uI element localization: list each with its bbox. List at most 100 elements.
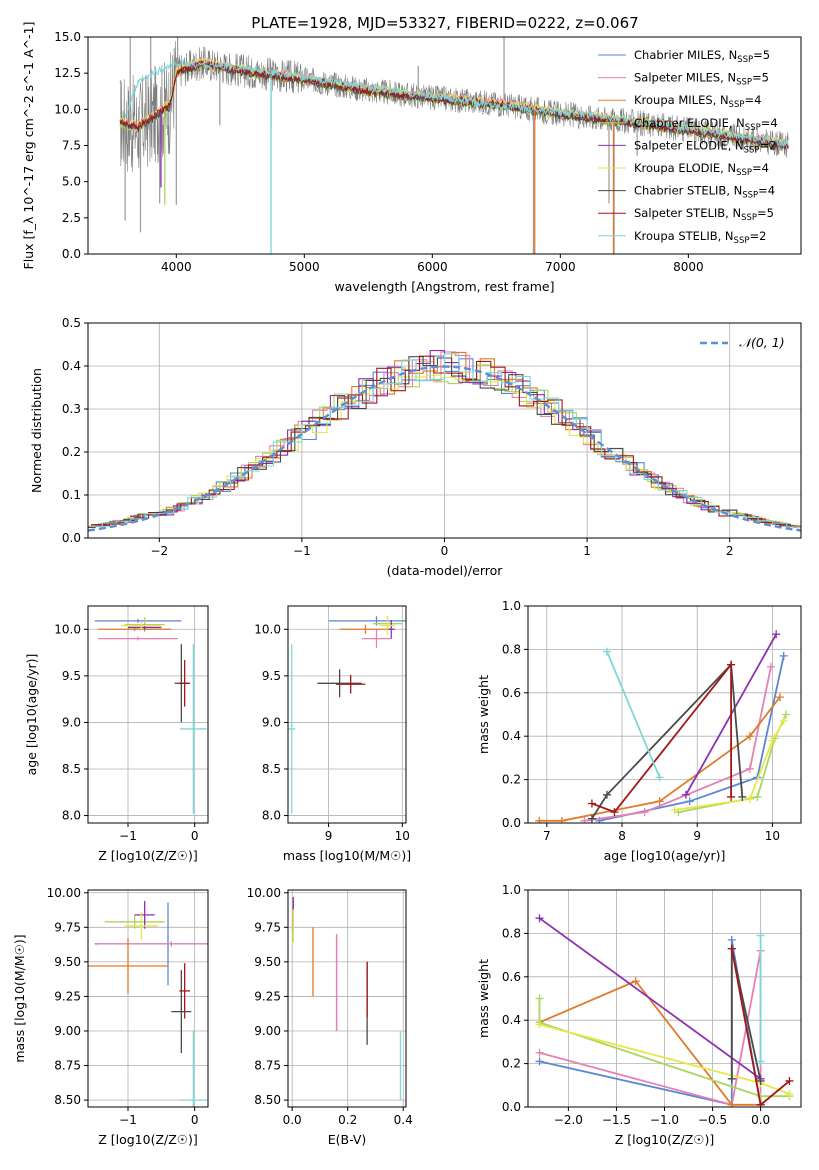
data-point-marker <box>587 814 596 823</box>
x-axis-label: Z [log10(Z/Z☉)] <box>615 1132 715 1147</box>
legend-label-name: Chabrier ELODIE, N <box>634 116 745 130</box>
x-tick-label: 0.2 <box>338 1113 357 1127</box>
errorbar-point <box>94 619 182 623</box>
x-tick-label: −1 <box>293 544 311 558</box>
x-axis-label: wavelength [Angstrom, rest frame] <box>334 279 554 294</box>
panel-massweight_vs_age: 7 8 9 10 0.0 0.2 0.4 0.6 0.8 1.0 age [log10(age/yr… <box>476 599 802 863</box>
x-tick-label: −0.5 <box>698 1113 727 1127</box>
x-axis-label: (data-model)/error <box>387 563 504 578</box>
x-tick-label: −1 <box>119 829 137 843</box>
y-tick-label: 8.50 <box>254 1093 281 1107</box>
y-tick-label: 0.4 <box>502 1013 521 1027</box>
y-axis-label: mass weight <box>476 675 491 754</box>
y-tick-label: 0.6 <box>502 686 521 700</box>
x-tick-label: −1.5 <box>602 1113 631 1127</box>
legend-label-tail: =4 <box>752 161 769 175</box>
y-tick-label: 10.0 <box>254 622 281 636</box>
x-tick-label: 9 <box>325 829 333 843</box>
y-axis-label: mass weight <box>476 959 491 1038</box>
data-point-marker <box>587 799 596 808</box>
errorbar-point <box>335 674 366 694</box>
plot-area-massweight_vs_age <box>535 630 790 823</box>
data-point-marker <box>756 1100 765 1107</box>
plot-area-mass_vs_Z <box>88 901 208 1107</box>
legend-label-subscript: SSP <box>741 213 757 223</box>
data-point-marker <box>772 630 781 639</box>
x-tick-label: 4000 <box>161 260 192 274</box>
legend-label-name: Kroupa MILES, N <box>634 93 729 107</box>
axes-frame <box>87 605 209 824</box>
plot-area-massweight_vs_Z <box>535 914 794 1107</box>
x-tick-label: 6000 <box>417 260 448 274</box>
y-axis-label: mass [log10(M/M☉)] <box>12 934 27 1062</box>
y-tick-label: 9.00 <box>254 1024 281 1038</box>
y-tick-label: 1.0 <box>502 883 521 897</box>
data-point-marker <box>655 773 664 782</box>
legend-label-subscript: SSP <box>742 191 758 201</box>
data-point-marker <box>768 736 777 745</box>
errorbar-point <box>339 624 392 634</box>
errorbar-point <box>361 629 392 648</box>
data-point-marker <box>727 944 736 953</box>
legend-label-subscript: SSP <box>737 55 753 65</box>
panel-age_vs_mass: 9 10 8.0 8.5 9.0 9.5 10.0 mass [log10(M/M☉)] <box>254 605 411 863</box>
data-point-marker <box>745 795 754 804</box>
y-tick-label: 8.75 <box>254 1059 281 1073</box>
axes-frame <box>87 889 209 1108</box>
panel-mass_vs_EBV: 0.0 0.2 0.4 8.50 8.75 9.00 9.25 9.50 9.75 10.00 E(… <box>247 886 413 1147</box>
legend-label-subscript: SSP <box>736 168 752 178</box>
y-tick-label: 0.0 <box>502 816 521 830</box>
legend-label-name: Salpeter STELIB, N <box>634 206 741 220</box>
errorbar-point <box>179 963 190 1019</box>
legend-label: Salpeter MILES, NSSP=5 <box>634 71 769 88</box>
histogram-kroupa_elodie <box>88 374 801 529</box>
data-point-marker <box>779 717 788 726</box>
data-point-marker <box>685 797 694 806</box>
plot-area-age_vs_mass <box>288 616 406 814</box>
legend-label-subscript: SSP <box>744 145 760 155</box>
x-tick-label: −1 <box>119 1113 137 1127</box>
y-tick-label: 9.0 <box>262 715 281 729</box>
y-tick-label: 5.0 <box>62 175 81 189</box>
x-axis-label: E(B-V) <box>328 1132 367 1147</box>
y-tick-label: 0.3 <box>62 402 81 416</box>
data-point-marker <box>775 693 784 702</box>
data-point-marker <box>745 764 754 773</box>
data-point-marker <box>756 1076 765 1085</box>
legend-label-tail: =2 <box>760 138 777 152</box>
data-point-marker <box>602 790 611 799</box>
errorbar-point <box>88 938 168 994</box>
data-point-marker <box>781 710 790 719</box>
errorbar-point <box>180 644 207 814</box>
data-point-marker <box>535 1048 544 1057</box>
x-axis-label: Z [log10(Z/Z☉)] <box>98 848 198 863</box>
y-tick-label: 0.2 <box>502 773 521 787</box>
axes-frame <box>287 889 407 1108</box>
plot-area-residuals <box>88 350 801 532</box>
panel-spectrum: 4000 5000 6000 7000 8000 0.0 2.5 5.0 7.5 10.0 12.5… <box>21 22 802 294</box>
x-axis-label: mass [log10(M/M☉)] <box>283 848 411 863</box>
data-point-marker <box>756 931 765 940</box>
legend-label: Kroupa ELODIE, NSSP=4 <box>634 161 769 178</box>
x-tick-label: 0.0 <box>751 1113 770 1127</box>
x-axis-label: Z [log10(Z/Z☉)] <box>98 1132 198 1147</box>
data-point-marker <box>727 1074 736 1083</box>
y-tick-label: 12.5 <box>54 66 81 80</box>
x-tick-label: 8 <box>618 829 626 843</box>
y-tick-label: 0.2 <box>62 445 81 459</box>
data-point-marker <box>610 808 619 817</box>
x-tick-label: −1.0 <box>650 1113 679 1127</box>
legend-label: Salpeter STELIB, NSSP=5 <box>634 206 774 223</box>
data-point-marker <box>670 805 679 814</box>
plot-area-age_vs_Z <box>94 617 207 814</box>
y-axis-label: Normed distribution <box>29 368 44 493</box>
y-tick-label: 0.1 <box>62 488 81 502</box>
x-tick-label: 0.0 <box>283 1113 302 1127</box>
y-tick-label: 8.0 <box>262 809 281 823</box>
legend-label-name: Salpeter ELODIE, N <box>634 138 744 152</box>
data-point-marker <box>535 994 544 1003</box>
data-point-marker <box>535 914 544 923</box>
x-tick-label: 7 <box>543 829 551 843</box>
x-tick-label: −2.0 <box>554 1113 583 1127</box>
y-tick-label: 9.50 <box>254 955 281 969</box>
